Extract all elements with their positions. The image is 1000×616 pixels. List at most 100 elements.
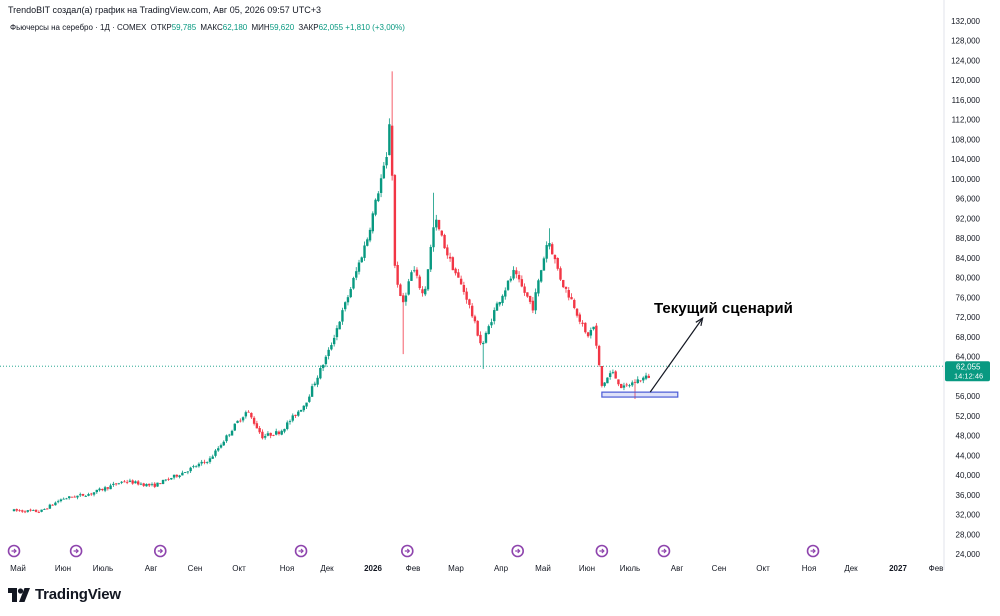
candle <box>526 292 529 298</box>
event-marker-icon[interactable] <box>511 544 525 558</box>
tradingview-logo-text: TradingView <box>35 586 121 603</box>
scenario-annotation[interactable]: Текущий сценарий <box>654 300 793 317</box>
symbol-name[interactable]: Фьючерсы на серебро · 1Д · COMEX <box>10 23 147 32</box>
candle <box>250 412 253 419</box>
candle <box>355 267 358 281</box>
candle <box>556 257 559 271</box>
candle <box>548 228 551 250</box>
candle <box>341 307 344 325</box>
time-axis-label: Дек <box>844 564 858 573</box>
candle <box>633 379 637 400</box>
candle <box>611 369 615 375</box>
candle <box>451 256 455 271</box>
candle <box>542 256 546 271</box>
event-marker-icon[interactable] <box>69 544 83 558</box>
candle <box>523 283 526 296</box>
candle <box>183 472 187 473</box>
candle <box>537 278 540 297</box>
candle <box>628 383 631 388</box>
candle <box>219 443 223 449</box>
candle <box>159 483 162 485</box>
candle <box>330 342 333 351</box>
candle <box>263 433 267 440</box>
candle <box>501 294 504 306</box>
candle <box>81 493 85 497</box>
candle <box>644 372 648 381</box>
candle <box>437 219 441 231</box>
candle <box>239 418 242 423</box>
candle <box>222 440 225 446</box>
candle <box>614 370 617 379</box>
candle <box>255 420 259 429</box>
close-value: 62,055 <box>318 23 344 32</box>
price-axis-tick: 92,000 <box>956 214 981 223</box>
candle <box>595 323 598 349</box>
candle <box>208 456 212 464</box>
support-zone[interactable] <box>601 391 679 398</box>
tradingview-logo-icon <box>8 587 30 602</box>
candle <box>18 509 21 512</box>
candle <box>479 331 482 346</box>
event-marker-icon[interactable] <box>153 544 167 558</box>
candle <box>589 327 593 339</box>
candle <box>178 474 181 479</box>
event-marker-icon[interactable] <box>7 544 21 558</box>
symbol-legend[interactable]: Фьючерсы на серебро · 1Д · COMEX ОТКР59,… <box>10 23 405 32</box>
candle <box>164 479 167 482</box>
candle <box>465 287 468 304</box>
time-axis-label: Сен <box>188 564 203 573</box>
candle <box>261 429 264 440</box>
candle <box>586 331 590 338</box>
candle <box>377 191 380 203</box>
candle <box>114 482 118 486</box>
candle <box>459 275 463 285</box>
event-marker-icon[interactable] <box>657 544 671 558</box>
candle <box>371 211 374 234</box>
time-axis-label: Окт <box>232 564 246 573</box>
candle <box>512 266 515 281</box>
candle <box>62 497 65 500</box>
candle <box>564 286 568 293</box>
candle <box>476 320 479 337</box>
scenario-arrow[interactable] <box>649 317 704 393</box>
price-axis-tick: 120,000 <box>951 76 980 85</box>
candle <box>539 269 543 283</box>
candle <box>194 465 198 468</box>
candle <box>473 314 477 324</box>
price-axis-tick: 36,000 <box>956 491 981 500</box>
candle <box>90 492 93 496</box>
candle <box>357 259 361 275</box>
event-marker-icon[interactable] <box>294 544 308 558</box>
candle <box>363 241 366 261</box>
time-axis-label: Июль <box>93 564 113 573</box>
candle <box>551 242 554 255</box>
event-marker-icon[interactable] <box>400 544 414 558</box>
candle <box>189 466 192 474</box>
candle <box>454 267 457 276</box>
candle <box>175 474 179 478</box>
candle <box>258 425 261 434</box>
candle <box>134 480 137 484</box>
candle <box>37 510 41 514</box>
candle <box>153 482 156 489</box>
chart-attribution: TrendoBIT создал(а) график на TradingVie… <box>8 5 322 15</box>
candle <box>366 237 369 247</box>
candle <box>92 492 96 497</box>
candle <box>338 321 341 330</box>
candle <box>435 214 438 231</box>
candle <box>120 481 123 485</box>
candle <box>84 494 87 497</box>
high-value: 62,180 <box>222 23 248 32</box>
candle <box>390 71 394 181</box>
price-axis-tick: 80,000 <box>956 274 981 283</box>
event-marker-icon[interactable] <box>806 544 820 558</box>
candle <box>23 510 27 514</box>
candle <box>26 509 29 513</box>
candle <box>631 380 634 387</box>
candle <box>70 496 74 498</box>
event-marker-icon[interactable] <box>595 544 609 558</box>
close-label: ЗАКР <box>298 23 319 32</box>
tradingview-logo[interactable]: TradingView <box>8 586 121 603</box>
candle <box>426 268 430 291</box>
